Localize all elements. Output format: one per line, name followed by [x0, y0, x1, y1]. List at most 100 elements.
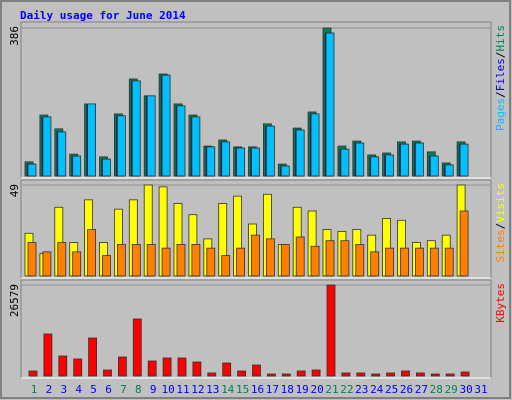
x-tick-label: 1	[31, 383, 38, 396]
y-tick-label: 386	[8, 26, 21, 46]
bar	[206, 146, 216, 177]
bar	[27, 163, 37, 177]
bar	[280, 165, 290, 177]
x-tick-label: 2	[46, 383, 53, 396]
bar	[191, 116, 201, 177]
bar	[325, 32, 335, 177]
legend-separator: /	[494, 223, 507, 230]
bar	[28, 370, 38, 377]
x-tick-label: 29	[445, 383, 458, 396]
x-tick-label: 20	[310, 383, 323, 396]
bar	[415, 372, 425, 377]
bar	[27, 242, 37, 277]
bar	[386, 372, 396, 377]
bar	[251, 147, 260, 177]
bar	[146, 95, 156, 177]
bar	[326, 284, 336, 377]
bar	[460, 371, 470, 377]
bar	[444, 164, 454, 177]
x-tick-label: 23	[355, 383, 368, 396]
x-tick-label: 25	[385, 383, 398, 396]
legend-entry: Hits	[494, 25, 507, 52]
bar	[42, 251, 52, 277]
bar	[340, 148, 350, 177]
x-tick-label: 7	[120, 383, 127, 396]
bar	[72, 155, 82, 177]
bar	[444, 247, 454, 277]
x-tick-label: 28	[430, 383, 443, 396]
legend-entry: Sites	[494, 229, 507, 262]
bar	[355, 142, 365, 177]
x-tick-label: 31	[474, 383, 487, 396]
plot-area	[20, 279, 492, 379]
bar	[73, 358, 83, 377]
bar	[88, 337, 97, 377]
bar	[236, 247, 246, 277]
bar	[355, 244, 365, 277]
x-tick-label: 17	[266, 383, 279, 396]
bar	[192, 361, 202, 377]
bar	[207, 372, 217, 377]
bar	[325, 240, 335, 277]
bar	[57, 131, 67, 177]
bar	[385, 154, 395, 177]
bar	[252, 364, 261, 377]
x-tick-label: 21	[325, 383, 338, 396]
x-tick-label: 22	[340, 383, 353, 396]
bar	[102, 158, 111, 177]
bar	[265, 238, 275, 277]
legend-entry: Pages	[494, 98, 507, 131]
bar	[414, 142, 424, 177]
bar	[221, 141, 231, 177]
bar	[102, 255, 111, 277]
bar	[131, 80, 141, 177]
bar	[132, 318, 142, 377]
bar	[310, 245, 320, 277]
bar	[401, 370, 410, 377]
legend-separator: /	[494, 52, 507, 59]
legend-entry: Visits	[494, 183, 507, 223]
x-tick-label: 26	[400, 383, 413, 396]
y-tick-label: 26579	[8, 284, 21, 317]
x-tick-label: 5	[90, 383, 97, 396]
x-tick-label: 6	[105, 383, 112, 396]
bar	[177, 357, 187, 377]
x-tick-label: 30	[459, 383, 472, 396]
x-tick-label: 11	[176, 383, 189, 396]
bar	[341, 372, 351, 377]
bar	[161, 74, 171, 177]
x-tick-label: 27	[415, 383, 428, 396]
x-tick-label: 12	[191, 383, 204, 396]
bar	[117, 244, 126, 277]
bar	[162, 357, 172, 377]
bar	[385, 247, 395, 277]
x-tick-label: 4	[75, 383, 82, 396]
bar	[87, 229, 96, 277]
bar	[445, 373, 455, 377]
legend: KBytes	[494, 283, 507, 323]
bar	[161, 247, 171, 277]
x-tick-label: 10	[161, 383, 174, 396]
bar	[237, 370, 247, 377]
x-tick-label: 14	[221, 383, 235, 396]
x-tick-label: 8	[135, 383, 142, 396]
bar	[87, 103, 96, 177]
bar	[58, 355, 68, 377]
bar	[236, 147, 246, 177]
bar	[131, 244, 141, 277]
bar	[295, 236, 305, 277]
x-tick-label: 19	[296, 383, 309, 396]
bar	[459, 210, 469, 277]
bar	[266, 373, 276, 377]
bar	[146, 244, 156, 277]
legend: Sites/Visits	[494, 183, 507, 263]
bar	[356, 372, 366, 377]
bar	[72, 251, 82, 277]
legend: Pages/Files/Hits	[494, 25, 507, 131]
bar	[370, 156, 380, 177]
bar	[191, 244, 201, 277]
bar	[265, 125, 275, 177]
bar	[429, 247, 439, 277]
